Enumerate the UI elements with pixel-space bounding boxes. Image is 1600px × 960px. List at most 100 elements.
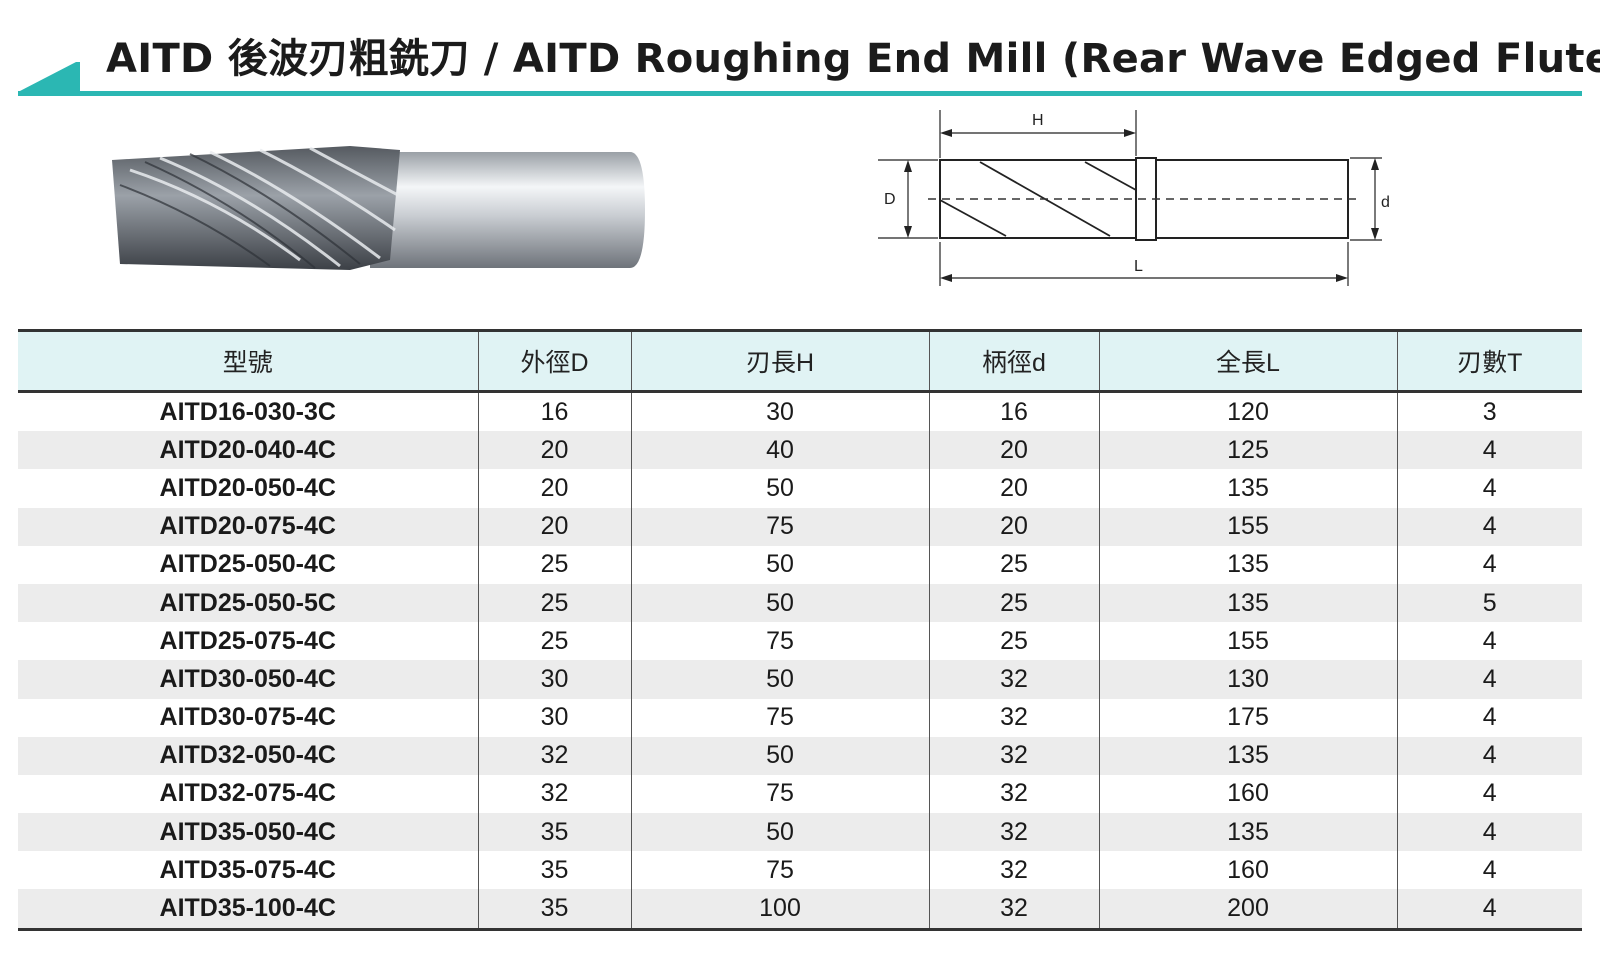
cell-flute-length: 50: [630, 736, 929, 775]
cell-shank-diameter: 20: [928, 469, 1099, 508]
cell-overall-length: 160: [1098, 851, 1397, 890]
page-title: AITD 後波刃粗銑刀 / AITD Roughing End Mill (Re…: [106, 36, 1600, 82]
cell-flute-length: 50: [630, 813, 929, 852]
cell-overall-length: 120: [1098, 391, 1397, 432]
header-outer-diameter: 外徑D: [477, 329, 631, 393]
cell-flute-length: 75: [630, 698, 929, 737]
cell-flute-count: 4: [1396, 698, 1582, 737]
dim-label-d: d: [1381, 194, 1390, 211]
cell-outer-diameter: 20: [477, 507, 631, 546]
cell-shank-diameter: 25: [928, 545, 1099, 584]
cell-overall-length: 160: [1098, 774, 1397, 814]
header-flute-count: 刃數T: [1396, 329, 1582, 393]
cell-shank-diameter: 20: [928, 507, 1099, 546]
cell-outer-diameter: 25: [477, 583, 631, 623]
end-mill-image: [112, 146, 645, 270]
cell-outer-diameter: 16: [477, 391, 631, 432]
cell-shank-diameter: 32: [928, 660, 1099, 699]
cell-outer-diameter: 35: [477, 889, 631, 931]
cell-overall-length: 200: [1098, 889, 1397, 931]
table-header-row: 型號 外徑D 刃長H 柄徑d 全長L 刃數T: [18, 329, 1582, 393]
cell-flute-count: 4: [1396, 774, 1582, 814]
cell-outer-diameter: 32: [477, 736, 631, 775]
header-flute-length: 刃長H: [630, 329, 929, 393]
table-row: AITD25-050-5C 25 50 25 135 5: [18, 583, 1582, 623]
spec-table: 型號 外徑D 刃長H 柄徑d 全長L 刃數T AITD16-030-3C 16 …: [18, 329, 1582, 931]
table-row: AITD30-075-4C 30 75 32 175 4: [18, 698, 1582, 737]
table-row: AITD20-050-4C 20 50 20 135 4: [18, 469, 1582, 508]
cell-shank-diameter: 32: [928, 736, 1099, 775]
cell-model: AITD20-040-4C: [18, 431, 478, 470]
header-model: 型號: [18, 329, 478, 393]
dim-label-D: D: [884, 191, 896, 208]
dim-label-H: H: [1032, 112, 1044, 129]
cell-flute-length: 75: [630, 507, 929, 546]
cell-flute-count: 4: [1396, 431, 1582, 470]
cell-model: AITD32-075-4C: [159, 779, 336, 808]
cell-outer-diameter: 35: [477, 851, 631, 890]
table-row: AITD30-050-4C 30 50 32 130 4: [18, 660, 1582, 699]
cell-outer-diameter: 30: [477, 660, 631, 699]
cell-flute-length: 100: [630, 889, 929, 931]
cell-shank-diameter: 32: [928, 813, 1099, 852]
table-row: AITD25-050-4C 25 50 25 135 4: [18, 545, 1582, 584]
dimension-diagram: H D d L: [878, 110, 1390, 286]
cell-overall-length: 175: [1098, 698, 1397, 737]
cell-shank-diameter: 16: [928, 391, 1099, 432]
cell-model: AITD25-050-5C: [18, 583, 478, 623]
table-row: AITD32-075-4C 32 75 32 160 4: [18, 774, 1582, 814]
dim-label-L: L: [1134, 258, 1143, 275]
accent-wedge-edge: [76, 62, 80, 92]
cell-model: AITD30-075-4C: [159, 703, 336, 732]
cell-shank-diameter: 32: [928, 698, 1099, 737]
cell-flute-length: 75: [630, 851, 929, 890]
cell-flute-length: 30: [630, 391, 929, 432]
cell-shank-diameter: 32: [928, 851, 1099, 890]
table-row: AITD20-040-4C 20 40 20 125 4: [18, 431, 1582, 470]
cell-shank-diameter: 32: [928, 889, 1099, 931]
cell-overall-length: 135: [1098, 469, 1397, 508]
cell-overall-length: 135: [1098, 583, 1397, 623]
cell-flute-length: 50: [630, 469, 929, 508]
table-row: AITD35-075-4C 35 75 32 160 4: [18, 851, 1582, 890]
cell-overall-length: 125: [1098, 431, 1397, 470]
cell-model: AITD20-050-4C: [159, 473, 336, 502]
header-shank-diameter: 柄徑d: [928, 329, 1099, 393]
cell-flute-count: 4: [1396, 545, 1582, 584]
cell-flute-length: 50: [630, 545, 929, 584]
cell-flute-count: 4: [1396, 889, 1582, 931]
cell-shank-diameter: 25: [928, 622, 1099, 661]
cell-overall-length: 130: [1098, 660, 1397, 699]
cell-model: AITD20-075-4C: [18, 507, 478, 546]
table-row: AITD16-030-3C 16 30 16 120 3: [18, 391, 1582, 432]
cell-flute-count: 4: [1396, 851, 1582, 890]
accent-wedge: [18, 62, 76, 92]
cell-flute-count: 3: [1396, 391, 1582, 432]
cell-flute-count: 4: [1396, 660, 1582, 699]
cell-flute-length: 40: [630, 431, 929, 470]
cell-outer-diameter: 20: [477, 431, 631, 470]
title-bar: AITD 後波刃粗銑刀 / AITD Roughing End Mill (Re…: [0, 0, 1600, 100]
cell-flute-length: 50: [630, 660, 929, 699]
cell-flute-count: 4: [1396, 736, 1582, 775]
cell-outer-diameter: 30: [477, 698, 631, 737]
cell-model: AITD25-075-4C: [159, 626, 336, 655]
cell-overall-length: 135: [1098, 736, 1397, 775]
cell-flute-count: 4: [1396, 507, 1582, 546]
cell-outer-diameter: 20: [477, 469, 631, 508]
table-row: AITD32-050-4C 32 50 32 135 4: [18, 736, 1582, 775]
cell-shank-diameter: 32: [928, 774, 1099, 814]
cell-overall-length: 135: [1098, 545, 1397, 584]
cell-flute-count: 5: [1396, 583, 1582, 623]
cell-outer-diameter: 35: [477, 813, 631, 852]
cell-model: AITD35-075-4C: [159, 855, 336, 884]
cell-flute-count: 4: [1396, 469, 1582, 508]
cell-flute-count: 4: [1396, 813, 1582, 852]
cell-overall-length: 155: [1098, 622, 1397, 661]
cell-shank-diameter: 25: [928, 583, 1099, 623]
cell-flute-count: 4: [1396, 622, 1582, 661]
cell-flute-length: 50: [630, 583, 929, 623]
header-overall-length: 全長L: [1098, 329, 1397, 393]
cell-shank-diameter: 20: [928, 431, 1099, 470]
table-row: AITD25-075-4C 25 75 25 155 4: [18, 622, 1582, 661]
